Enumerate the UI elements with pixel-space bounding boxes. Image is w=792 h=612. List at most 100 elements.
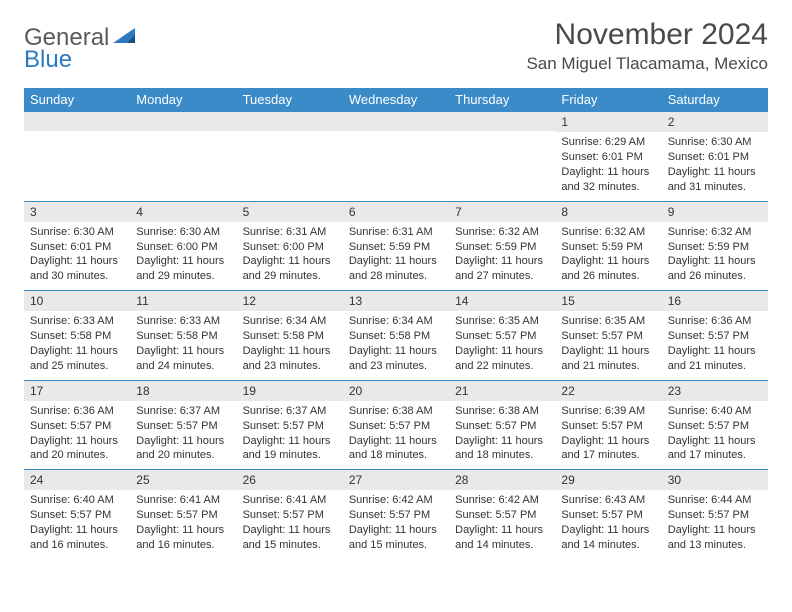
sunrise-line: Sunrise: 6:30 AM bbox=[668, 135, 762, 150]
calendar-day-cell: 19Sunrise: 6:37 AMSunset: 5:57 PMDayligh… bbox=[237, 380, 343, 470]
daylight-line-2: and 20 minutes. bbox=[30, 448, 124, 463]
day-content: Sunrise: 6:43 AMSunset: 5:57 PMDaylight:… bbox=[555, 490, 661, 558]
day-number: 22 bbox=[555, 381, 661, 401]
daylight-line-2: and 22 minutes. bbox=[455, 359, 549, 374]
day-number: 26 bbox=[237, 470, 343, 490]
sunrise-line: Sunrise: 6:34 AM bbox=[243, 314, 337, 329]
sunrise-line: Sunrise: 6:33 AM bbox=[136, 314, 230, 329]
daynum-empty bbox=[237, 112, 343, 131]
day-content: Sunrise: 6:35 AMSunset: 5:57 PMDaylight:… bbox=[449, 311, 555, 379]
daynum-empty bbox=[449, 112, 555, 131]
sunrise-line: Sunrise: 6:31 AM bbox=[243, 225, 337, 240]
calendar-day-cell: 13Sunrise: 6:34 AMSunset: 5:58 PMDayligh… bbox=[343, 291, 449, 381]
day-number: 29 bbox=[555, 470, 661, 490]
calendar-day-cell: 27Sunrise: 6:42 AMSunset: 5:57 PMDayligh… bbox=[343, 470, 449, 559]
daylight-line-1: Daylight: 11 hours bbox=[668, 165, 762, 180]
sunrise-line: Sunrise: 6:37 AM bbox=[243, 404, 337, 419]
sunrise-line: Sunrise: 6:38 AM bbox=[349, 404, 443, 419]
calendar-day-cell: 6 Sunrise: 6:31 AMSunset: 5:59 PMDaylight… bbox=[343, 201, 449, 291]
sunrise-line: Sunrise: 6:32 AM bbox=[455, 225, 549, 240]
daylight-line-2: and 20 minutes. bbox=[136, 448, 230, 463]
day-number: 2 bbox=[662, 112, 768, 132]
daylight-line-1: Daylight: 11 hours bbox=[561, 165, 655, 180]
sunset-line: Sunset: 5:59 PM bbox=[561, 240, 655, 255]
calendar-day-cell: 3Sunrise: 6:30 AMSunset: 6:01 PMDaylight… bbox=[24, 201, 130, 291]
daylight-line-2: and 23 minutes. bbox=[349, 359, 443, 374]
daylight-line-2: and 19 minutes. bbox=[243, 448, 337, 463]
daylight-line-2: and 27 minutes. bbox=[455, 269, 549, 284]
sunrise-line: Sunrise: 6:36 AM bbox=[668, 314, 762, 329]
sunrise-line: Sunrise: 6:35 AM bbox=[455, 314, 549, 329]
day-content: Sunrise: 6:38 AMSunset: 5:57 PMDaylight:… bbox=[449, 401, 555, 469]
daylight-line-1: Daylight: 11 hours bbox=[561, 523, 655, 538]
daylight-line-2: and 17 minutes. bbox=[668, 448, 762, 463]
sunset-line: Sunset: 5:57 PM bbox=[561, 329, 655, 344]
daylight-line-2: and 32 minutes. bbox=[561, 180, 655, 195]
day-number: 13 bbox=[343, 291, 449, 311]
sunset-line: Sunset: 5:58 PM bbox=[136, 329, 230, 344]
daylight-line-1: Daylight: 11 hours bbox=[455, 344, 549, 359]
calendar-day-cell bbox=[130, 112, 236, 202]
sunset-line: Sunset: 5:57 PM bbox=[349, 419, 443, 434]
sunset-line: Sunset: 5:57 PM bbox=[561, 419, 655, 434]
sunset-line: Sunset: 5:57 PM bbox=[349, 508, 443, 523]
sunrise-line: Sunrise: 6:41 AM bbox=[243, 493, 337, 508]
sunrise-line: Sunrise: 6:43 AM bbox=[561, 493, 655, 508]
calendar-day-cell: 11Sunrise: 6:33 AMSunset: 5:58 PMDayligh… bbox=[130, 291, 236, 381]
day-number: 6 bbox=[343, 202, 449, 222]
calendar-day-cell: 25Sunrise: 6:41 AMSunset: 5:57 PMDayligh… bbox=[130, 470, 236, 559]
calendar-day-cell: 9Sunrise: 6:32 AMSunset: 5:59 PMDaylight… bbox=[662, 201, 768, 291]
calendar-day-cell bbox=[237, 112, 343, 202]
weekday-header: Sunday bbox=[24, 88, 130, 112]
sunrise-line: Sunrise: 6:38 AM bbox=[455, 404, 549, 419]
sunset-line: Sunset: 5:57 PM bbox=[455, 419, 549, 434]
calendar-body: 1Sunrise: 6:29 AMSunset: 6:01 PMDaylight… bbox=[24, 112, 768, 559]
sunrise-line: Sunrise: 6:40 AM bbox=[668, 404, 762, 419]
daylight-line-1: Daylight: 11 hours bbox=[561, 434, 655, 449]
daylight-line-2: and 16 minutes. bbox=[136, 538, 230, 553]
daylight-line-2: and 25 minutes. bbox=[30, 359, 124, 374]
logo-triangle-icon bbox=[113, 23, 139, 51]
page-header: General November 2024 San Miguel Tlacama… bbox=[24, 18, 768, 74]
sunrise-line: Sunrise: 6:39 AM bbox=[561, 404, 655, 419]
day-content: Sunrise: 6:40 AMSunset: 5:57 PMDaylight:… bbox=[24, 490, 130, 558]
daylight-line-1: Daylight: 11 hours bbox=[455, 434, 549, 449]
day-number: 15 bbox=[555, 291, 661, 311]
calendar-day-cell: 26 Sunrise: 6:41 AMSunset: 5:57 PMDayligh… bbox=[237, 470, 343, 559]
day-number: 28 bbox=[449, 470, 555, 490]
sunrise-line: Sunrise: 6:30 AM bbox=[30, 225, 124, 240]
calendar-day-cell: 30Sunrise: 6:44 AMSunset: 5:57 PMDayligh… bbox=[662, 470, 768, 559]
sunset-line: Sunset: 5:57 PM bbox=[561, 508, 655, 523]
daylight-line-1: Daylight: 11 hours bbox=[243, 523, 337, 538]
daylight-line-1: Daylight: 11 hours bbox=[349, 254, 443, 269]
calendar-day-cell: 22 Sunrise: 6:39 AMSunset: 5:57 PMDayligh… bbox=[555, 380, 661, 470]
day-content: Sunrise: 6:32 AMSunset: 5:59 PMDaylight:… bbox=[555, 222, 661, 290]
daylight-line-2: and 17 minutes. bbox=[561, 448, 655, 463]
day-number: 20 bbox=[343, 381, 449, 401]
daylight-line-2: and 29 minutes. bbox=[136, 269, 230, 284]
daylight-line-1: Daylight: 11 hours bbox=[136, 254, 230, 269]
sunrise-line: Sunrise: 6:36 AM bbox=[30, 404, 124, 419]
sunrise-line: Sunrise: 6:31 AM bbox=[349, 225, 443, 240]
daylight-line-2: and 29 minutes. bbox=[243, 269, 337, 284]
day-number: 27 bbox=[343, 470, 449, 490]
day-number: 24 bbox=[24, 470, 130, 490]
daylight-line-2: and 24 minutes. bbox=[136, 359, 230, 374]
sunset-line: Sunset: 5:57 PM bbox=[30, 419, 124, 434]
sunrise-line: Sunrise: 6:42 AM bbox=[455, 493, 549, 508]
calendar-day-cell: 7Sunrise: 6:32 AMSunset: 5:59 PMDaylight… bbox=[449, 201, 555, 291]
sunset-line: Sunset: 5:57 PM bbox=[668, 419, 762, 434]
sunset-line: Sunset: 5:57 PM bbox=[243, 508, 337, 523]
day-number: 25 bbox=[130, 470, 236, 490]
daylight-line-1: Daylight: 11 hours bbox=[30, 523, 124, 538]
day-number: 4 bbox=[130, 202, 236, 222]
sunset-line: Sunset: 5:59 PM bbox=[349, 240, 443, 255]
day-number: 7 bbox=[449, 202, 555, 222]
logo-text-blue: Blue bbox=[24, 46, 72, 73]
sunset-line: Sunset: 5:59 PM bbox=[455, 240, 549, 255]
calendar-day-cell: 21Sunrise: 6:38 AMSunset: 5:57 PMDayligh… bbox=[449, 380, 555, 470]
daylight-line-2: and 23 minutes. bbox=[243, 359, 337, 374]
day-number: 14 bbox=[449, 291, 555, 311]
day-content: Sunrise: 6:36 AMSunset: 5:57 PMDaylight:… bbox=[24, 401, 130, 469]
day-content: Sunrise: 6:29 AMSunset: 6:01 PMDaylight:… bbox=[555, 132, 661, 200]
